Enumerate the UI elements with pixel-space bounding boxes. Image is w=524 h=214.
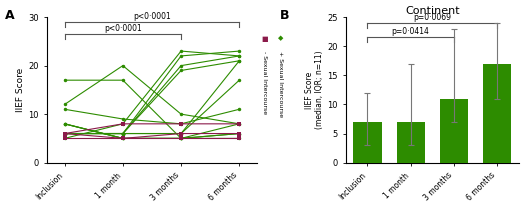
Text: p<0·0001: p<0·0001 bbox=[104, 24, 141, 33]
Bar bbox=[397, 122, 425, 163]
Text: + Sexual Intercourse: + Sexual Intercourse bbox=[278, 51, 283, 117]
Bar bbox=[353, 122, 381, 163]
Bar bbox=[440, 99, 468, 163]
Text: p=0·0414: p=0·0414 bbox=[392, 27, 430, 36]
Text: B: B bbox=[280, 9, 290, 22]
Title: Continent: Continent bbox=[405, 6, 460, 16]
Bar bbox=[483, 64, 511, 163]
Y-axis label: IIEF Score
(median, IQR; n=11): IIEF Score (median, IQR; n=11) bbox=[305, 51, 324, 129]
Text: p=0·0069: p=0·0069 bbox=[413, 13, 451, 22]
Text: - Sexual Intercourse: - Sexual Intercourse bbox=[262, 51, 267, 114]
Text: A: A bbox=[5, 9, 15, 22]
Text: p<0·0001: p<0·0001 bbox=[133, 12, 171, 21]
Text: ◆: ◆ bbox=[278, 36, 283, 42]
Y-axis label: IIEF Score: IIEF Score bbox=[16, 68, 26, 112]
Text: ■: ■ bbox=[261, 36, 268, 42]
